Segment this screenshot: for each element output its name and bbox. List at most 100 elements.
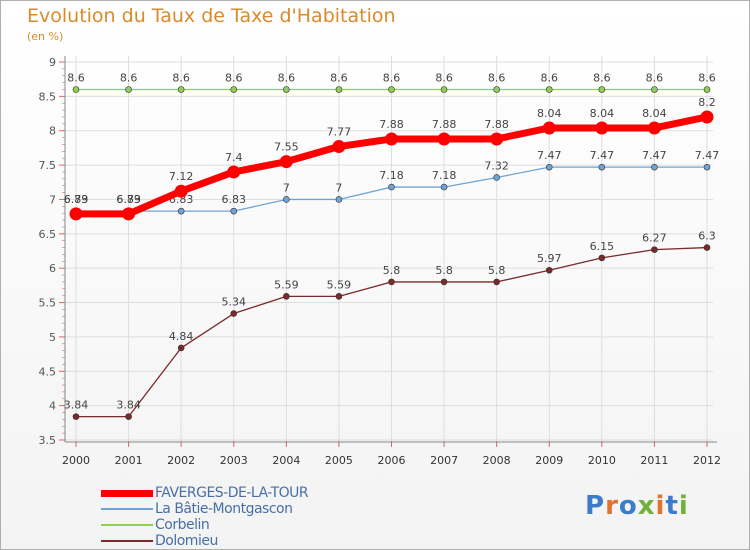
data-label: 8.04 [590, 107, 615, 120]
data-label: 8.6 [383, 71, 401, 84]
data-label: 8.6 [67, 71, 85, 84]
data-point [177, 86, 185, 93]
data-point [388, 278, 395, 286]
data-label: 8.6 [698, 71, 716, 84]
data-label: 6.27 [642, 232, 667, 245]
x-tick-label: 2012 [693, 454, 721, 467]
y-tick-label: 4.5 [39, 365, 57, 378]
data-point [230, 86, 238, 93]
data-label: 8.6 [278, 71, 296, 84]
data-point [493, 174, 500, 181]
data-point [440, 278, 448, 286]
data-label: 7.47 [590, 149, 615, 162]
data-label: 3.84 [116, 399, 141, 412]
y-tick-label: 4 [49, 400, 56, 413]
data-label: 7.88 [379, 118, 404, 131]
data-label: 7.12 [169, 170, 194, 183]
data-point [174, 184, 188, 198]
data-point [598, 254, 606, 262]
data-point [490, 132, 504, 146]
y-tick-label: 7 [49, 193, 56, 206]
y-tick-label: 8 [49, 125, 56, 138]
data-point [493, 278, 500, 286]
legend-label-dolomieu: Dolomieu [155, 533, 218, 549]
x-tick-label: 2001 [115, 454, 143, 467]
x-tick-label: 2005 [325, 454, 353, 467]
data-label: 7.88 [432, 118, 457, 131]
data-point [651, 86, 658, 93]
y-tick-label: 9 [49, 56, 56, 69]
data-point [651, 246, 658, 253]
data-point [122, 207, 136, 221]
y-tick-label: 5.5 [39, 297, 57, 310]
y-tick-label: 7.5 [39, 159, 57, 172]
legend-swatch-corbelin [101, 524, 153, 526]
data-label: 6.79 [64, 193, 89, 206]
x-tick-label: 2003 [220, 454, 248, 467]
data-label: 7.88 [484, 118, 509, 131]
logo-letter: i [655, 491, 666, 521]
data-point [545, 86, 553, 93]
data-label: 5.34 [222, 296, 247, 309]
x-tick-label: 2000 [62, 454, 90, 467]
data-label: 6.83 [64, 193, 89, 206]
data-point [72, 413, 80, 420]
data-point [598, 86, 606, 93]
data-point [647, 121, 661, 135]
proxiti-logo: Proxiti [585, 491, 689, 521]
data-label: 7.47 [537, 149, 562, 162]
data-label: 8.2 [698, 96, 716, 109]
logo-letter: r [605, 491, 619, 521]
data-point [385, 132, 398, 146]
data-label: 7.47 [642, 149, 667, 162]
data-label: 8.6 [120, 71, 138, 84]
data-point [700, 110, 714, 124]
data-point [72, 86, 80, 93]
legend-item-dolomieu: Dolomieu [101, 533, 308, 549]
legend: FAVERGES-DE-LA-TOUR La Bâtie-Montgascon … [101, 485, 309, 549]
data-point [332, 140, 346, 154]
legend-item-batie: La Bâtie-Montgascon [101, 501, 308, 517]
legend-label-faverges: FAVERGES-DE-LA-TOUR [155, 485, 309, 501]
data-point [69, 207, 83, 221]
data-point [279, 155, 293, 169]
chart-subtitle: (en %) [27, 30, 64, 43]
data-label: 7 [335, 181, 342, 194]
legend-item-corbelin: Corbelin [101, 517, 308, 533]
data-label: 8.6 [330, 71, 348, 84]
data-label: 3.84 [64, 399, 89, 412]
data-point [703, 86, 711, 93]
x-tick-label: 2011 [640, 454, 668, 467]
data-label: 7.4 [225, 151, 243, 164]
legend-label-batie: La Bâtie-Montgascon [155, 501, 293, 517]
data-point [283, 196, 290, 203]
x-tick-label: 2010 [588, 454, 616, 467]
x-tick-label: 2008 [483, 454, 511, 467]
data-label: 8.6 [225, 71, 243, 84]
data-label: 7.18 [379, 169, 404, 182]
data-point [227, 165, 241, 179]
data-point [651, 163, 658, 171]
logo-letter: x [637, 491, 656, 521]
data-point [125, 86, 132, 93]
data-label: 8.6 [593, 71, 611, 84]
data-point [335, 86, 343, 93]
data-label: 8.6 [646, 71, 664, 84]
legend-item-faverges: FAVERGES-DE-LA-TOUR [101, 485, 309, 501]
y-tick-label: 6 [49, 262, 56, 275]
x-tick-label: 2006 [378, 454, 406, 467]
y-tick-label: 8.5 [39, 90, 57, 103]
data-label: 5.8 [383, 264, 401, 277]
data-point [230, 207, 238, 215]
chart-title: Evolution du Taux de Taxe d'Habitation [27, 5, 396, 27]
y-tick-label: 5 [49, 331, 56, 344]
data-point [440, 86, 448, 93]
data-label: 8.6 [488, 71, 506, 84]
data-label: 5.97 [537, 252, 562, 265]
x-tick-label: 2007 [430, 454, 458, 467]
legend-label-corbelin: Corbelin [155, 517, 210, 533]
data-label: 6.15 [590, 240, 615, 253]
data-label: 5.59 [327, 278, 352, 291]
